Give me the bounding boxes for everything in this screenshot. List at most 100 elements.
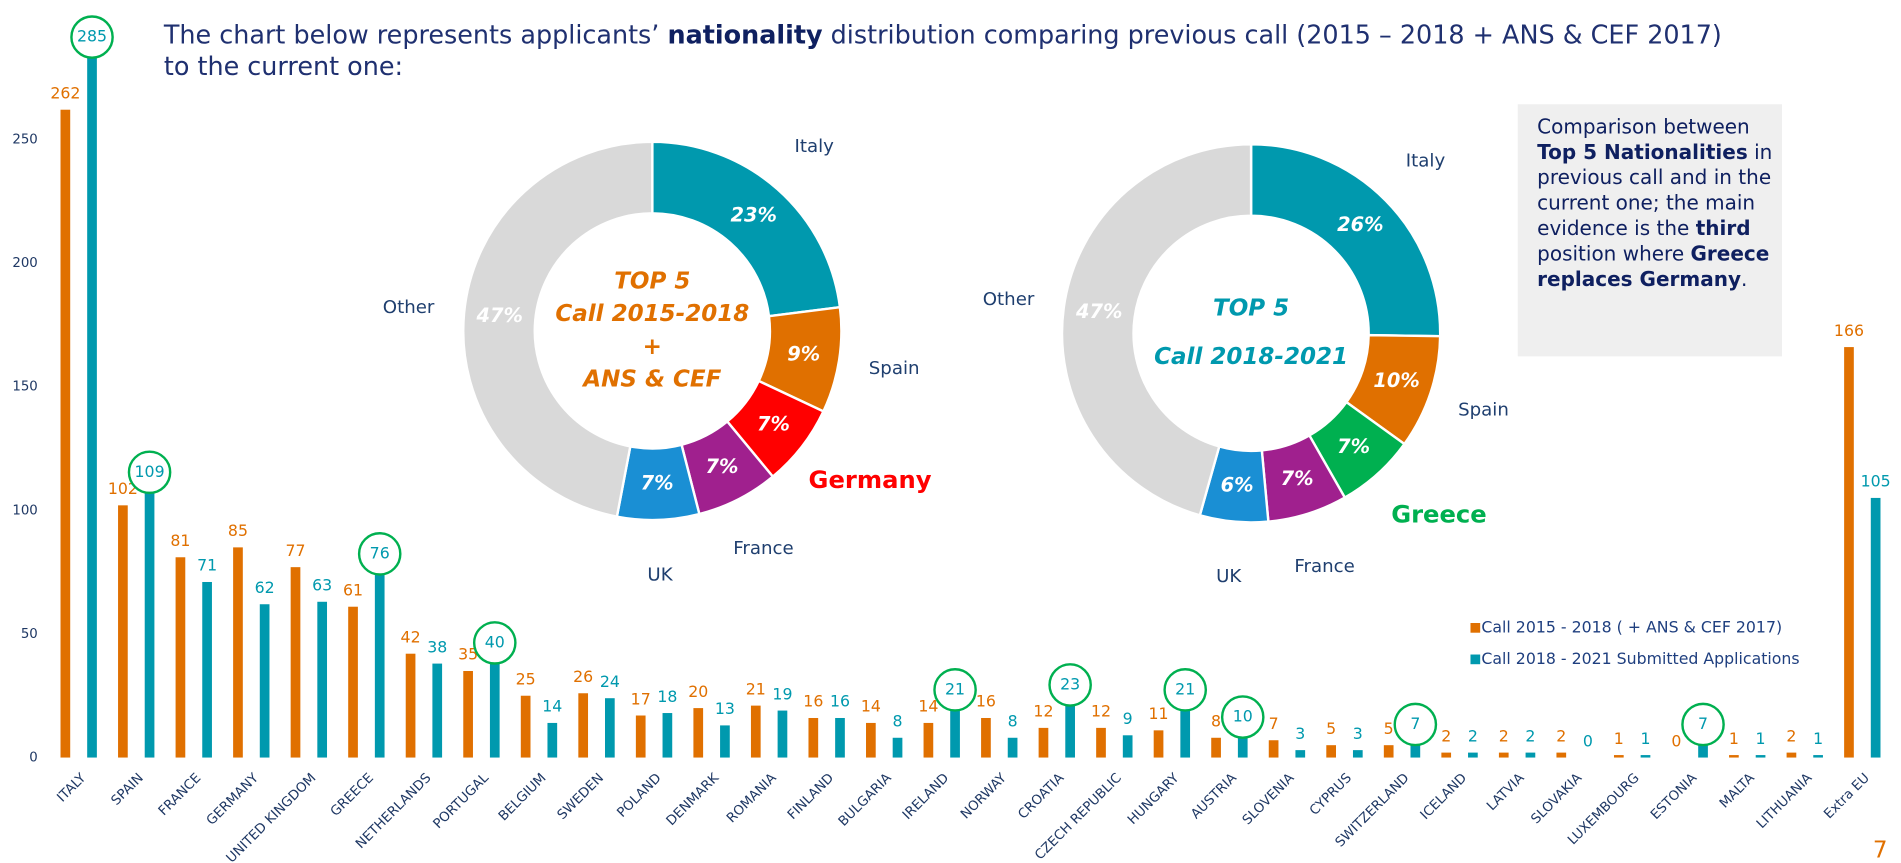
bar: [1410, 740, 1421, 758]
note-container: Comparison between Top 5 Nationalities i…: [1537, 114, 1775, 292]
bar: [374, 569, 385, 758]
pie-slice: [1249, 143, 1442, 338]
note-text: position where: [1537, 242, 1691, 266]
value-label: 5: [1326, 719, 1336, 738]
legend-label: Call 2015 - 2018 ( + ANS & CEF 2017): [1481, 617, 1782, 636]
value-label: 2: [1786, 726, 1796, 745]
slice-value-label: 6%: [1221, 474, 1254, 497]
bar: [1065, 700, 1075, 758]
center-text: ANS & CEF: [581, 366, 721, 392]
bar: [233, 547, 243, 758]
value-label: 1: [1640, 729, 1650, 748]
value-label: 8: [893, 712, 903, 731]
x-tick-label: HUNGARY: [1125, 770, 1183, 828]
value-label: 77: [285, 541, 305, 560]
value-label: 13: [715, 699, 735, 718]
value-label: 9: [1123, 709, 1133, 728]
bar: [950, 705, 960, 758]
bar: [1007, 737, 1018, 758]
value-label: 23: [1060, 674, 1080, 693]
x-tick-label: AUSTRIA: [1188, 771, 1239, 822]
x-tick-label: GREECE: [328, 771, 377, 820]
value-label: 14: [861, 697, 881, 716]
value-label: 166: [1834, 321, 1864, 340]
bar: [1122, 735, 1133, 758]
value-label: 26: [573, 667, 593, 686]
bar: [1441, 752, 1452, 758]
x-tick-label: DENMARK: [664, 770, 723, 829]
highlight-circle: [472, 621, 517, 665]
pie-slice: [462, 140, 654, 519]
note-bold: third: [1695, 216, 1751, 240]
value-label: 16: [976, 692, 996, 711]
bar: [866, 722, 876, 758]
heading-bold: nationality: [667, 20, 823, 50]
x-tick-label: CYPRUS: [1307, 771, 1355, 819]
center-text: Call 2015-2018: [555, 301, 749, 327]
bar: [835, 717, 845, 758]
value-label: 109: [135, 462, 165, 481]
x-tick-label: ITALY: [55, 770, 90, 805]
bar: [405, 653, 416, 758]
value-label: 3: [1353, 724, 1363, 743]
note: Comparison between Top 5 Nationalities i…: [1537, 114, 1775, 292]
highlight-circle: [70, 15, 114, 59]
value-label: 3: [1295, 724, 1305, 743]
highlight-circle: [1393, 702, 1438, 747]
value-label: 63: [312, 576, 332, 595]
value-label: 12: [1091, 702, 1111, 721]
heading-part: The chart below represents applicants’: [163, 20, 668, 50]
value-label: 19: [772, 684, 792, 703]
bar: [317, 601, 328, 758]
bar: [118, 505, 128, 758]
slice-name: Spain: [1458, 399, 1509, 420]
value-label: 1: [1729, 729, 1739, 748]
highlight-circle: [1220, 695, 1265, 739]
x-tick-label: SLOVENIA: [1240, 771, 1297, 828]
value-label: 62: [255, 578, 275, 597]
value-label: 21: [945, 679, 965, 698]
bar: [547, 722, 558, 758]
slice-value-label: 7%: [641, 472, 674, 495]
x-tick-label: MALTA: [1717, 771, 1758, 812]
bar: [1525, 752, 1536, 758]
slice-name: France: [733, 538, 793, 559]
bar: [605, 698, 615, 758]
value-label: 25: [516, 669, 536, 688]
value-label: 18: [657, 687, 677, 706]
value-label: 14: [542, 697, 562, 716]
slice-value-label: 23%: [731, 203, 777, 226]
x-tick-label: SWEDEN: [555, 771, 607, 823]
value-label: 7: [1698, 714, 1708, 733]
value-label: 2: [1499, 726, 1509, 745]
bar: [693, 708, 704, 758]
bar: [1556, 752, 1567, 758]
slice-value-label: 9%: [787, 342, 820, 365]
value-label: 1: [1756, 729, 1766, 748]
heading-part: distribution comparing previous call (20…: [823, 20, 1722, 50]
slice-value-label: 26%: [1337, 213, 1383, 236]
center-text: TOP 5: [614, 268, 690, 294]
value-label: 5: [1384, 719, 1394, 738]
center-text: +: [643, 334, 662, 360]
slice-name: Other: [383, 297, 435, 318]
bar: [432, 663, 443, 758]
x-tick-label: LATVIA: [1484, 771, 1527, 814]
bar: [808, 717, 819, 758]
bar: [1326, 745, 1336, 758]
highlight-circle: [1048, 663, 1092, 707]
bar: [1237, 732, 1248, 758]
slice-name: Other: [983, 289, 1035, 310]
bar: [87, 52, 97, 758]
value-label: 8: [1211, 712, 1221, 731]
highlight-circle: [357, 532, 402, 576]
value-label: 2: [1441, 726, 1451, 745]
value-label: 0: [1583, 731, 1593, 750]
value-label: 40: [485, 632, 505, 651]
x-tick-label: GERMANY: [204, 770, 262, 828]
legend-swatch: [1470, 654, 1481, 665]
bar: [750, 705, 761, 758]
bar: [1813, 755, 1823, 758]
x-tick-label: FINLAND: [785, 771, 837, 823]
bar: [520, 695, 531, 758]
